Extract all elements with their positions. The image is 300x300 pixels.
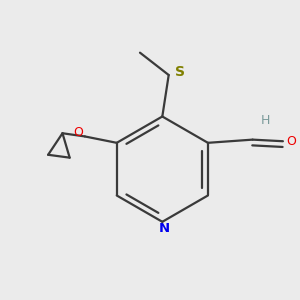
Text: S: S [175, 65, 185, 79]
Text: O: O [287, 135, 297, 148]
Text: O: O [73, 126, 83, 139]
Text: H: H [261, 114, 270, 127]
Text: N: N [158, 222, 169, 235]
